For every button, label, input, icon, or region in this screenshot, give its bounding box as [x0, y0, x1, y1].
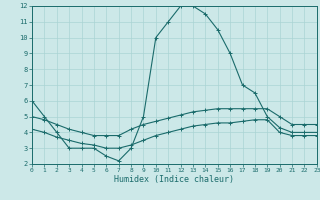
X-axis label: Humidex (Indice chaleur): Humidex (Indice chaleur) [115, 175, 234, 184]
